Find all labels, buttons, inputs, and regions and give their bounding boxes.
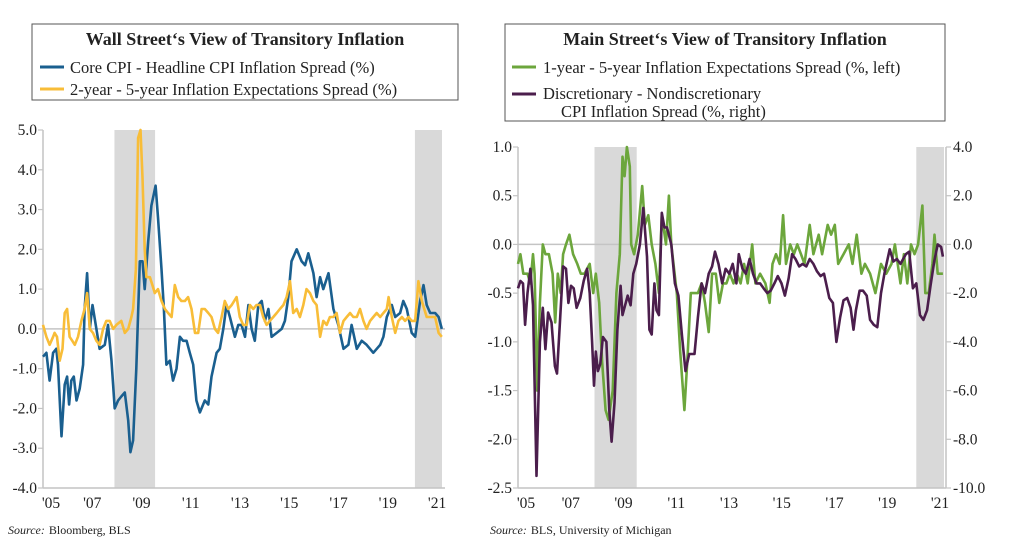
x-tick-label: '09 [132,495,151,512]
y-tick-label: 1.0 [18,281,38,298]
y-tick-label: 2.0 [18,241,38,258]
legend-label-core-headline: Core CPI - Headline CPI Inflation Spread… [70,58,375,77]
x-tick-label: '07 [83,495,102,512]
left-chart-title: Wall Street‘s View of Transitory Inflati… [86,29,405,49]
right-y-tick-label: -10.0 [953,480,986,497]
legend-label-discretionary-line1: Discretionary - Nondiscretionary [543,84,762,103]
x-tick-label: '11 [182,495,200,512]
x-tick-label: '19 [878,495,897,512]
left-legend-box [31,23,459,101]
recession-band [114,130,156,488]
y-tick-label: 0.5 [493,188,513,205]
series-line-green [516,145,943,422]
left-source: Source: Bloomberg, BLS [8,523,131,537]
x-tick-label: '21 [931,495,949,512]
y-tick-label: -1.0 [12,361,37,378]
legend-label-2y5y: 2-year - 5-year Inflation Expectations S… [70,80,397,99]
right-y-tick-label: -6.0 [953,383,978,400]
x-tick-label: '19 [379,495,398,512]
series-line-blue [42,184,444,454]
x-tick-label: '13 [231,495,250,512]
y-tick-label: -3.0 [12,440,37,457]
right-y-tick-label: -8.0 [953,431,978,448]
x-tick-label: '09 [614,495,633,512]
y-tick-label: 0.0 [493,236,513,253]
y-tick-label: -2.0 [487,431,512,448]
right-y-tick-label: -2.0 [953,285,978,302]
y-tick-label: -4.0 [12,480,37,497]
right-x-tick-labels: '05 '07 '09 '11 '13 '15 '17 '19 '21 [517,495,949,512]
y-tick-label: -0.5 [487,285,512,302]
x-tick-label: '17 [329,495,348,512]
right-source-label: Source: [490,523,527,537]
right-recession-shading [594,147,944,488]
x-tick-label: '13 [720,495,739,512]
series-line-yellow [41,128,443,362]
series-line-purple [516,206,945,478]
y-tick-label: 4.0 [18,162,38,179]
legend-label-1y5y: 1-year - 5-year Inflation Expectations S… [543,58,900,77]
right-y-tick-label: -4.0 [953,334,978,351]
right-chart-right-y-tick-labels: 4.0 2.0 0.0 -2.0 -4.0 -6.0 -8.0 -10.0 [953,139,986,497]
x-tick-label: '05 [517,495,536,512]
right-source: Source: BLS, University of Michigan [490,523,672,537]
right-chart: Main Street‘s View of Transitory Inflati… [487,23,986,537]
y-tick-label: -1.5 [487,383,512,400]
left-y-tick-labels: 5.0 4.0 3.0 2.0 1.0 0.0 -1.0 -2.0 -3.0 -4.0 [12,122,37,497]
x-tick-label: '17 [825,495,844,512]
right-chart-title: Main Street‘s View of Transitory Inflati… [563,29,886,49]
y-tick-label: -1.0 [487,334,512,351]
right-y-tick-label: 2.0 [953,188,973,205]
left-x-tick-labels: '05 '07 '09 '11 '13 '15 '17 '19 '21 [42,495,446,512]
y-tick-label: 1.0 [493,139,513,156]
x-tick-label: '15 [280,495,299,512]
left-series-lines [41,128,444,454]
x-tick-label: '11 [667,495,685,512]
y-tick-label: 0.0 [18,321,38,338]
right-chart-left-y-tick-labels: 1.0 0.5 0.0 -0.5 -1.0 -1.5 -2.0 -2.5 [487,139,512,497]
y-tick-label: -2.5 [487,480,512,497]
y-tick-label: -2.0 [12,400,37,417]
x-tick-label: '21 [428,495,446,512]
legend-label-discretionary-line2: CPI Inflation Spread (%, right) [561,102,766,121]
left-source-label: Source: [8,523,45,537]
right-source-text: BLS, University of Michigan [531,523,672,537]
right-legend-box [504,23,946,122]
x-tick-label: '07 [562,495,581,512]
y-tick-label: 3.0 [18,202,38,219]
left-source-text: Bloomberg, BLS [49,523,131,537]
right-series-lines [516,145,945,478]
x-tick-label: '15 [773,495,792,512]
right-y-tick-label: 0.0 [953,236,973,253]
left-axes [38,129,445,489]
left-chart: Wall Street‘s View of Transitory Inflati… [8,23,459,537]
right-y-tick-label: 4.0 [953,139,973,156]
right-axes [513,146,951,489]
x-tick-label: '05 [42,495,61,512]
y-tick-label: 5.0 [18,122,38,139]
